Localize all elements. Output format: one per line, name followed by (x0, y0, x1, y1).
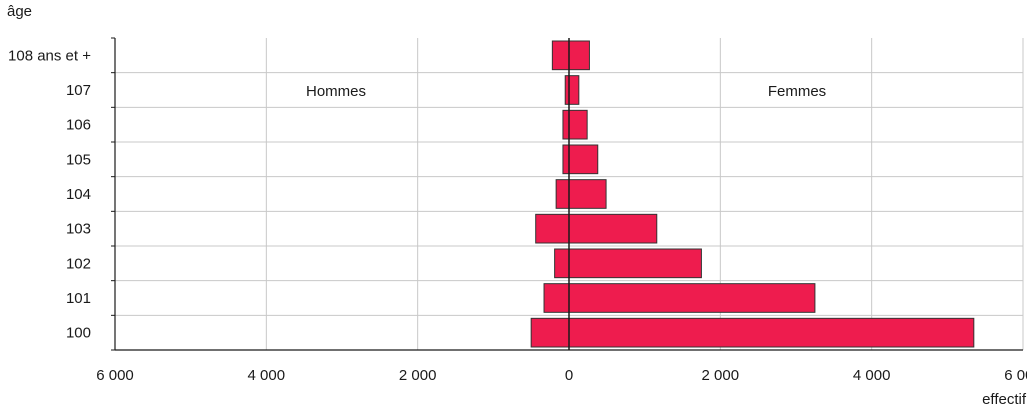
x-tick-label: 4 000 (248, 367, 286, 384)
x-tick-label: 4 000 (853, 367, 891, 384)
bar-femmes (568, 40, 590, 71)
axes-layer (111, 37, 1023, 351)
bar-femmes (568, 283, 816, 313)
bar-hommes (543, 283, 570, 313)
bars-layer (530, 40, 975, 348)
labels-layer: 108 ans et + 107 106 105 104 103 102 101 100 6 00… (7, 3, 1027, 408)
bar-femmes (568, 109, 588, 140)
x-axis-title: effectif (982, 391, 1027, 408)
bar-hommes (530, 317, 570, 348)
y-axis-title: âge (7, 3, 32, 20)
x-tick-label: 6 000 (96, 367, 134, 384)
y-tick-label: 101 (66, 290, 91, 307)
y-tick-label: 105 (66, 151, 91, 168)
bar-femmes (568, 75, 580, 105)
y-tick-label: 107 (66, 82, 91, 99)
bar-hommes (562, 109, 570, 140)
bar-hommes (555, 179, 570, 209)
bar-femmes (568, 317, 975, 348)
y-tick-label: 106 (66, 117, 91, 134)
bar-femmes (568, 248, 702, 279)
y-tick-label: 108 ans et + (8, 47, 91, 64)
bar-femmes (568, 144, 599, 175)
y-tick-label: 102 (66, 255, 91, 272)
series-label-femmes: Femmes (768, 83, 826, 100)
bar-hommes (535, 213, 570, 244)
x-tick-label: 2 000 (702, 367, 740, 384)
bar-femmes (568, 213, 658, 244)
bar-hommes (554, 248, 570, 279)
bar-hommes (562, 144, 570, 175)
x-tick-label: 2 000 (399, 367, 437, 384)
x-tick-label: 0 (565, 367, 573, 384)
bar-femmes (568, 179, 607, 209)
y-tick-label: 103 (66, 221, 91, 238)
y-tick-label: 104 (66, 186, 91, 203)
bar-hommes (551, 40, 570, 71)
x-tick-label: 6 000 (1004, 367, 1027, 384)
y-tick-label: 100 (66, 325, 91, 342)
series-label-hommes: Hommes (306, 83, 366, 100)
